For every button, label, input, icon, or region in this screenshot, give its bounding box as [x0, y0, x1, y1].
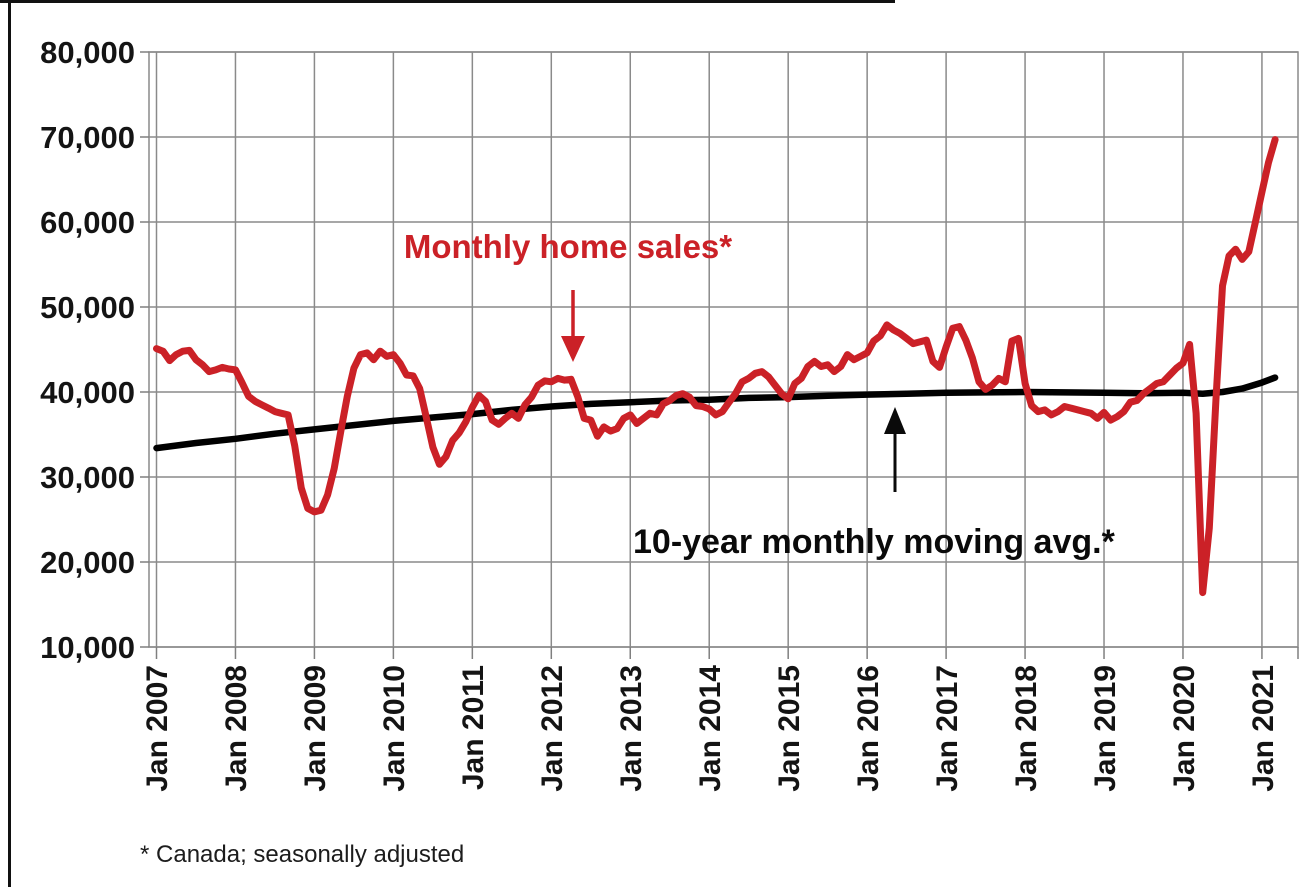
x-axis-labels: Jan 2007 Jan 2008 Jan 2009 Jan 2010 Jan …	[141, 665, 1280, 792]
x-tick-label: Jan 2008	[220, 665, 253, 792]
axis-tick-marks	[140, 51, 1299, 659]
x-tick-label: Jan 2013	[615, 665, 648, 792]
top-border-line	[0, 0, 895, 3]
x-tick-label: Jan 2019	[1089, 665, 1122, 792]
sales-annotation-arrowhead	[561, 336, 585, 362]
x-tick-label: Jan 2010	[378, 665, 411, 792]
x-tick-label: Jan 2007	[141, 665, 174, 792]
x-tick-label: Jan 2015	[773, 665, 806, 792]
x-tick-label: Jan 2016	[852, 665, 885, 792]
x-tick-label: Jan 2009	[299, 665, 332, 792]
x-tick-label: Jan 2012	[536, 665, 569, 792]
y-tick-label: 30,000	[40, 460, 135, 495]
left-border-line	[8, 0, 11, 887]
monthly-sales-series-line	[153, 136, 1279, 597]
x-tick-label: Jan 2011	[457, 665, 490, 790]
x-tick-label: Jan 2017	[931, 665, 964, 792]
x-tick-label: Jan 2014	[694, 665, 727, 792]
x-tick-label: Jan 2018	[1010, 665, 1043, 792]
y-tick-label: 70,000	[40, 120, 135, 155]
average-annotation-arrowhead	[884, 407, 906, 434]
y-tick-label: 60,000	[40, 205, 135, 240]
monthly-sales-series-label: Monthly home sales*	[404, 228, 732, 265]
y-tick-label: 40,000	[40, 375, 135, 410]
x-tick-label: Jan 2020	[1168, 665, 1201, 792]
y-tick-label: 50,000	[40, 290, 135, 325]
gridlines	[148, 51, 1299, 648]
chart-footnote: * Canada; seasonally adjusted	[140, 841, 464, 868]
y-tick-label: 20,000	[40, 545, 135, 580]
moving-average-series-label: 10-year monthly moving avg.*	[633, 523, 1116, 561]
y-axis-labels: 80,000 70,000 60,000 50,000 40,000 30,00…	[40, 35, 135, 665]
y-tick-label: 10,000	[40, 630, 135, 665]
moving-average-series-line	[153, 374, 1279, 452]
y-tick-label: 80,000	[40, 35, 135, 70]
x-tick-label: Jan 2021	[1247, 665, 1280, 792]
